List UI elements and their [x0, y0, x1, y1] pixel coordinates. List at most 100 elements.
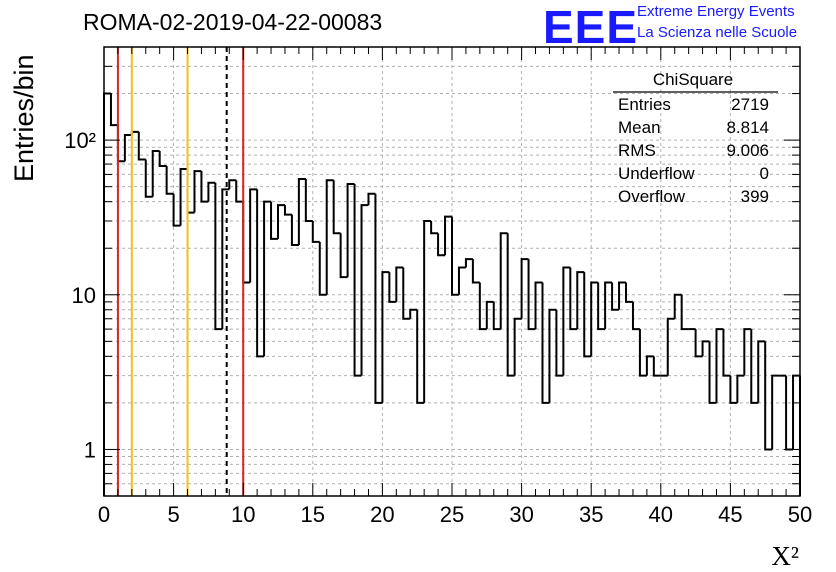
stats-name: ChiSquare [653, 70, 733, 89]
histogram-bin [374, 193, 383, 404]
histogram-bin [381, 271, 390, 403]
histogram-bin [729, 375, 738, 404]
stats-value-underflow: 0 [760, 164, 769, 183]
histogram-bin [304, 179, 313, 222]
histogram-bin [583, 272, 592, 358]
histogram-bin [144, 159, 153, 198]
histogram-bin [270, 201, 278, 240]
histogram-bin [590, 281, 599, 357]
histogram-bin [520, 258, 529, 319]
histogram-bin [388, 272, 397, 303]
x-tick-label: 30 [509, 502, 533, 527]
x-tick-label: 50 [788, 502, 812, 527]
histogram-bin [666, 317, 675, 376]
histogram-bin [548, 308, 557, 403]
histogram-bins [103, 92, 801, 496]
stats-value-mean: 8.814 [726, 118, 769, 137]
histogram-bin [235, 180, 244, 203]
x-tick-label: 20 [370, 502, 394, 527]
histogram-bin [792, 374, 800, 450]
histogram-bin [402, 267, 411, 320]
histogram-bin [339, 233, 348, 279]
histogram-bin [569, 267, 578, 331]
marker-lines [116, 47, 245, 496]
histogram-bin [249, 188, 258, 283]
histogram-bin [179, 168, 188, 226]
x-tick-label: 0 [98, 502, 110, 527]
y-tick-label: 10 [72, 283, 96, 308]
x-tick-label: 40 [649, 502, 673, 527]
histogram-bin [186, 169, 195, 214]
histogram-bin [708, 341, 717, 404]
histogram-bin [527, 259, 536, 331]
histogram-bin [311, 220, 320, 243]
histogram-bin [771, 374, 780, 450]
histogram-bin [290, 214, 299, 246]
histogram-bin [116, 125, 125, 163]
histogram-bin [256, 189, 265, 358]
histogram-bin [722, 329, 731, 377]
histogram-bin [332, 180, 341, 235]
histogram-bin [611, 282, 620, 311]
histogram-bin [562, 266, 571, 376]
histogram-bin [360, 204, 369, 376]
histogram-bin [673, 293, 682, 319]
histogram-bin [506, 233, 515, 377]
stats-label-rms: RMS [618, 141, 656, 160]
histogram-bin [437, 233, 446, 257]
histogram-bin [471, 259, 480, 284]
histogram-bin [478, 282, 487, 331]
x-tick-label: 15 [301, 502, 325, 527]
histogram-bin [214, 182, 223, 331]
histogram-bin [367, 192, 376, 206]
eee-logo-line2: La Scienza nelle Scuole [637, 24, 798, 41]
histogram-bin [555, 309, 564, 377]
stats-label-entries: Entries [618, 95, 671, 114]
histogram-bin [151, 150, 160, 197]
histogram-bin [221, 188, 230, 330]
x-tick-label: 25 [440, 502, 464, 527]
eee-logo-line1: Extreme Energy Events [637, 3, 795, 20]
x-tick-label: 10 [231, 502, 255, 527]
histogram-bin [123, 133, 132, 162]
histogram-bin [297, 178, 306, 245]
histogram-bin [130, 130, 139, 135]
histogram-bin [137, 131, 146, 161]
histogram-bin [750, 329, 759, 404]
histogram-bin [625, 282, 633, 303]
histogram-bin [444, 215, 452, 256]
histogram-bin [325, 179, 334, 295]
x-tick-label: 35 [579, 502, 603, 527]
histogram-bin [604, 281, 613, 330]
histogram-bin [263, 200, 272, 357]
histogram-bin [513, 317, 522, 376]
histogram-bin [416, 309, 425, 404]
histogram-bin [736, 374, 745, 403]
histogram-bin [757, 340, 766, 403]
histogram-bin [318, 241, 327, 296]
histogram-bin [242, 201, 251, 284]
histogram-bin [680, 294, 689, 331]
axis-ticks: 0 5 10 15 20 25 30 35 40 45 50 1 10 10² [64, 46, 812, 527]
histogram-bin [158, 151, 167, 168]
histogram-bin [464, 258, 473, 268]
chart-title: ROMA-02-2019-04-22-00083 [83, 9, 383, 35]
histogram-bin [193, 170, 202, 213]
histogram-bin [576, 271, 585, 330]
histogram-bin [534, 281, 543, 330]
histogram-bin [430, 220, 439, 235]
histogram-bin [457, 266, 466, 295]
stats-label-overflow: Overflow [618, 187, 686, 206]
histogram-bin [228, 179, 237, 190]
stats-value-rms: 9.006 [726, 141, 769, 160]
histogram-bin [109, 93, 118, 127]
eee-logo: EEE [543, 1, 639, 53]
x-axis-title: X² [771, 541, 799, 571]
stats-label-mean: Mean [618, 118, 661, 137]
y-tick-label: 1 [84, 437, 96, 462]
histogram-bin [172, 193, 181, 227]
histogram-bin [715, 328, 724, 403]
stats-box: ChiSquare Entries 2719 Mean 8.814 RMS 9.… [613, 70, 778, 206]
histogram-bin [395, 266, 404, 302]
